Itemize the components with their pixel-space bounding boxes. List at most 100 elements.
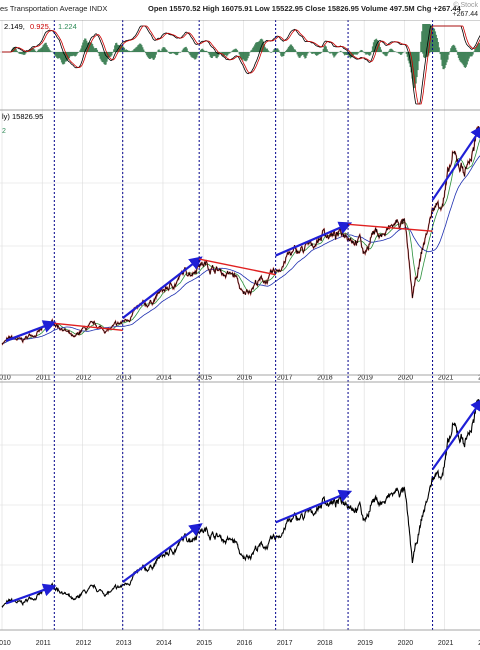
histogram-bar: [445, 52, 447, 66]
histogram-bar: [179, 52, 182, 53]
x-tick-label: 2015: [196, 375, 212, 382]
histogram-bar: [122, 46, 125, 52]
histogram-bar: [428, 24, 431, 54]
histogram-bar: [278, 50, 280, 52]
histogram-bar: [113, 49, 115, 52]
histogram-bar: [248, 52, 250, 56]
histogram-bar: [65, 52, 68, 62]
histogram-bar: [319, 52, 322, 54]
histogram-bar: [12, 47, 15, 52]
histogram-bar: [97, 52, 100, 54]
histogram-bar: [444, 52, 446, 68]
histogram-bar: [380, 49, 382, 52]
histogram-bar: [430, 25, 433, 52]
histogram-bar: [293, 49, 296, 52]
histogram-bar: [273, 49, 275, 52]
histogram-bar: [220, 52, 222, 53]
histogram-bar: [214, 52, 216, 57]
histogram-bar: [152, 52, 155, 60]
histogram-bar: [390, 48, 392, 52]
x-tick-label: 2010: [0, 375, 11, 382]
uptrend-arrow-bottom: [5, 583, 57, 605]
histogram-bar: [216, 52, 218, 59]
histogram-bar: [63, 52, 66, 64]
histogram-bar: [56, 52, 58, 58]
histogram-bar: [386, 52, 388, 56]
histogram-bar: [265, 48, 268, 52]
histogram-bar: [75, 52, 77, 56]
histogram-bar: [159, 50, 161, 52]
histogram-bar: [416, 52, 418, 78]
x-tick-label: 2015: [196, 640, 212, 647]
histogram-bar: [33, 49, 36, 52]
histogram-bar: [268, 51, 270, 52]
histogram-bar: [225, 52, 227, 56]
histogram-bar: [170, 52, 172, 54]
histogram-bar: [283, 52, 285, 56]
histogram-bar: [414, 52, 416, 88]
histogram-bar: [77, 52, 79, 54]
histogram-bar: [197, 52, 199, 55]
histogram-bar: [242, 52, 244, 60]
x-axis-ticks: 2010 2010 2011 2011 2012 2012 2013 2013 2014 2014…: [0, 375, 480, 648]
histogram-bar: [303, 52, 305, 57]
line-panel: [0, 382, 480, 630]
histogram-bar: [261, 39, 264, 52]
histogram-bar: [475, 47, 477, 52]
histogram-bar: [172, 52, 175, 54]
histogram-bar: [120, 44, 123, 52]
histogram-bar: [239, 52, 241, 58]
histogram-bar: [55, 52, 57, 57]
histogram-bar: [322, 48, 325, 52]
price-panel-label: ly) 15826.95: [2, 112, 43, 121]
histogram-bar: [161, 48, 163, 52]
histogram-bar: [68, 52, 71, 59]
histogram-bar: [20, 52, 22, 54]
histogram-bar: [185, 46, 187, 52]
histogram-bar: [130, 51, 132, 52]
histogram-bar: [155, 52, 157, 55]
price-line: [1, 126, 480, 345]
histogram-bar: [148, 52, 151, 59]
histogram-bar: [131, 50, 133, 52]
histogram-bar: [250, 50, 252, 52]
histogram-bar: [315, 52, 318, 56]
histogram-bar: [94, 48, 97, 52]
histogram-bar: [76, 52, 78, 55]
x-tick-label: 2019: [357, 375, 373, 382]
uptrend-arrow-bottom: [431, 397, 480, 471]
histogram-bar: [137, 45, 139, 52]
ohlc-summary: Open 15570.52 High 16075.91 Low 15522.95…: [148, 4, 461, 13]
histogram-bar: [410, 52, 412, 73]
histogram-bar: [95, 47, 98, 52]
histogram-bar: [374, 39, 377, 52]
histogram-bar: [443, 52, 445, 70]
histogram-bar: [330, 52, 332, 53]
histogram-bar: [169, 52, 171, 54]
histogram-bar: [450, 48, 452, 52]
histogram-bar: [224, 52, 226, 56]
histogram-bar: [281, 52, 283, 57]
histogram-bar: [356, 52, 358, 55]
histogram-bar: [165, 49, 167, 52]
histogram-bar: [274, 48, 276, 52]
histogram-bar: [456, 52, 459, 55]
histogram-bar: [398, 52, 401, 54]
histogram-bar: [177, 52, 180, 54]
histogram-bar: [454, 47, 457, 52]
histogram-bar: [116, 44, 119, 52]
histogram-bar: [295, 51, 297, 52]
price-series-bottom: [1, 398, 480, 608]
histogram-bar: [350, 52, 353, 58]
histogram-bar: [448, 52, 450, 55]
histogram-bar: [174, 52, 177, 55]
histogram-bar: [320, 52, 323, 53]
histogram-bar: [357, 52, 359, 54]
histogram-bar: [259, 39, 262, 52]
histogram-bar: [209, 52, 212, 57]
histogram-bar: [135, 47, 137, 52]
histogram-bar: [202, 49, 205, 52]
histogram-bar: [327, 51, 329, 52]
x-tick-label: 2022: [478, 640, 480, 647]
histogram-bar: [50, 51, 52, 52]
